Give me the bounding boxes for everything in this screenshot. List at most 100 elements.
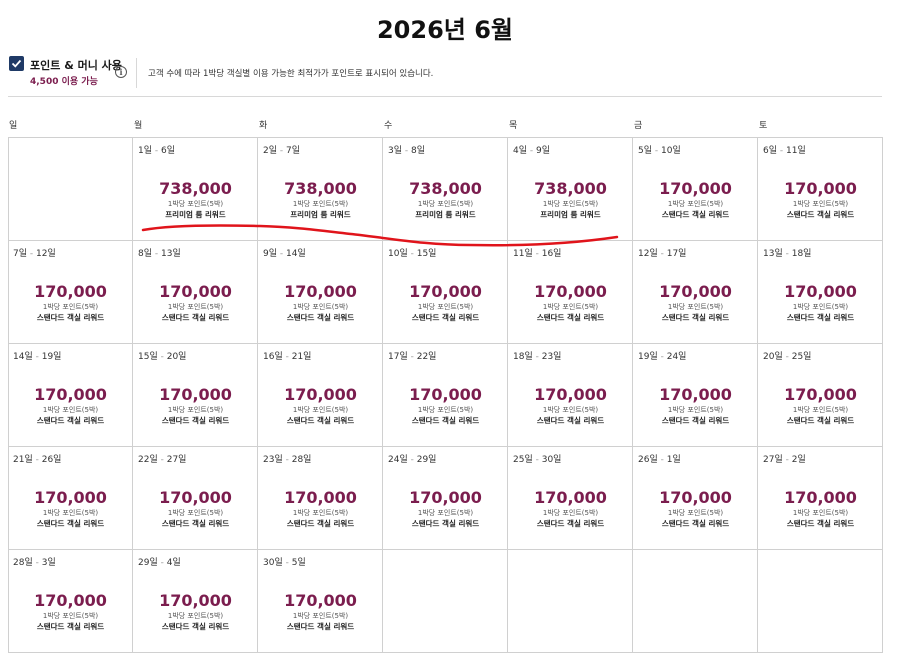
- date-separator: -: [407, 249, 417, 259]
- calendar-day-cell[interactable]: 19일 - 24일 170,000 1박당 포인트(5박) 스탠다드 객실 리워드: [633, 344, 758, 447]
- points-price: 170,000: [284, 385, 357, 404]
- date-separator: -: [657, 352, 667, 362]
- calendar-day-cell[interactable]: 28일 - 3일 170,000 1박당 포인트(5박) 스탠다드 객실 리워드: [8, 550, 133, 653]
- calendar-day-cell[interactable]: 20일 - 25일 170,000 1박당 포인트(5박) 스탠다드 객실 리워드: [758, 344, 883, 447]
- room-type: 스탠다드 객실 리워드: [36, 519, 105, 528]
- checkmark-icon: [11, 59, 22, 68]
- calendar-day-cell[interactable]: 13일 - 18일 170,000 1박당 포인트(5박) 스탠다드 객실 리워드: [758, 241, 883, 344]
- stay-dates: 14일 - 19일: [13, 349, 61, 362]
- calendar-day-cell[interactable]: 17일 - 22일 170,000 1박당 포인트(5박) 스탠다드 객실 리워드: [383, 344, 508, 447]
- date-separator: -: [657, 455, 667, 465]
- per-night-note: 1박당 포인트(5박): [167, 200, 224, 208]
- points-price: 170,000: [784, 179, 857, 198]
- per-night-note: 1박당 포인트(5박): [42, 612, 99, 620]
- points-money-label[interactable]: 포인트 & 머니 사용: [30, 59, 122, 72]
- stay-dates: 29일 - 4일: [138, 555, 181, 568]
- calendar-day-cell[interactable]: 2일 - 7일 738,000 1박당 포인트(5박) 프리미엄 룸 리워드: [258, 138, 383, 241]
- calendar-day-cell[interactable]: 12일 - 17일 170,000 1박당 포인트(5박) 스탠다드 객실 리워드: [633, 241, 758, 344]
- check-in-date: 8일: [138, 249, 153, 259]
- calendar-day-cell[interactable]: 29일 - 4일 170,000 1박당 포인트(5박) 스탠다드 객실 리워드: [133, 550, 258, 653]
- check-in-date: 11일: [513, 249, 533, 259]
- stay-dates: 17일 - 22일: [388, 349, 436, 362]
- room-type: 스탠다드 객실 리워드: [536, 416, 605, 425]
- calendar-day-cell[interactable]: 24일 - 29일 170,000 1박당 포인트(5박) 스탠다드 객실 리워드: [383, 447, 508, 550]
- room-type: 프리미엄 룸 리워드: [540, 210, 601, 219]
- check-out-date: 7일: [286, 146, 301, 156]
- weekday-label: 수: [384, 121, 393, 131]
- calendar-day-cell[interactable]: 5일 - 10일 170,000 1박당 포인트(5박) 스탠다드 객실 리워드: [633, 138, 758, 241]
- points-money-checkbox[interactable]: [9, 56, 24, 71]
- calendar-day-cell[interactable]: 8일 - 13일 170,000 1박당 포인트(5박) 스탠다드 객실 리워드: [133, 241, 258, 344]
- date-separator: -: [277, 146, 286, 156]
- date-separator: -: [157, 352, 167, 362]
- check-in-date: 12일: [638, 249, 658, 259]
- points-price: 170,000: [159, 591, 232, 610]
- stay-dates: 1일 - 6일: [138, 143, 175, 156]
- room-type: 스탠다드 객실 리워드: [286, 313, 355, 322]
- check-out-date: 22일: [416, 352, 437, 362]
- stay-dates: 4일 - 9일: [513, 143, 550, 156]
- calendar-day-cell[interactable]: 26일 - 1일 170,000 1박당 포인트(5박) 스탠다드 객실 리워드: [633, 447, 758, 550]
- per-night-note: 1박당 포인트(5박): [42, 303, 99, 311]
- calendar-day-cell[interactable]: 15일 - 20일 170,000 1박당 포인트(5박) 스탠다드 객실 리워드: [133, 344, 258, 447]
- calendar-day-cell[interactable]: 7일 - 12일 170,000 1박당 포인트(5박) 스탠다드 객실 리워드: [8, 241, 133, 344]
- per-night-note: 1박당 포인트(5박): [667, 509, 724, 517]
- empty-calendar-cell: [508, 550, 633, 653]
- stay-dates: 5일 - 10일: [638, 143, 681, 156]
- per-night-note: 1박당 포인트(5박): [292, 612, 349, 620]
- check-out-date: 16일: [541, 249, 562, 259]
- check-in-date: 3일: [388, 146, 403, 156]
- per-night-note: 1박당 포인트(5박): [417, 200, 474, 208]
- calendar-day-cell[interactable]: 10일 - 15일 170,000 1박당 포인트(5박) 스탠다드 객실 리워드: [383, 241, 508, 344]
- empty-calendar-cell: [758, 550, 883, 653]
- date-separator: -: [27, 249, 36, 259]
- room-type: 스탠다드 객실 리워드: [36, 416, 105, 425]
- check-in-date: 1일: [138, 146, 153, 156]
- points-price: 170,000: [659, 179, 732, 198]
- stay-dates: 22일 - 27일: [138, 452, 186, 465]
- check-out-date: 30일: [541, 455, 562, 465]
- check-out-date: 8일: [411, 146, 426, 156]
- weekday-label: 금: [634, 121, 643, 131]
- calendar-month-title: 2026년 6월: [376, 16, 513, 44]
- calendar-day-cell[interactable]: 11일 - 16일 170,000 1박당 포인트(5박) 스탠다드 객실 리워드: [508, 241, 633, 344]
- points-price: 170,000: [34, 591, 107, 610]
- calendar-day-cell[interactable]: 25일 - 30일 170,000 1박당 포인트(5박) 스탠다드 객실 리워드: [508, 447, 633, 550]
- info-icon[interactable]: i: [115, 66, 127, 78]
- check-in-date: 18일: [513, 352, 533, 362]
- calendar-day-cell[interactable]: 21일 - 26일 170,000 1박당 포인트(5박) 스탠다드 객실 리워드: [8, 447, 133, 550]
- stay-dates: 20일 - 25일: [763, 349, 811, 362]
- per-night-note: 1박당 포인트(5박): [792, 303, 849, 311]
- calendar-day-cell[interactable]: 1일 - 6일 738,000 1박당 포인트(5박) 프리미엄 룸 리워드: [133, 138, 258, 241]
- date-separator: -: [782, 455, 792, 465]
- points-price: 170,000: [409, 488, 482, 507]
- calendar-day-cell[interactable]: 16일 - 21일 170,000 1박당 포인트(5박) 스탠다드 객실 리워드: [258, 344, 383, 447]
- per-night-note: 1박당 포인트(5박): [417, 509, 474, 517]
- calendar-day-cell[interactable]: 6일 - 11일 170,000 1박당 포인트(5박) 스탠다드 객실 리워드: [758, 138, 883, 241]
- calendar-day-cell[interactable]: 27일 - 2일 170,000 1박당 포인트(5박) 스탠다드 객실 리워드: [758, 447, 883, 550]
- check-in-date: 26일: [638, 455, 658, 465]
- calendar-day-cell[interactable]: 30일 - 5일 170,000 1박당 포인트(5박) 스탠다드 객실 리워드: [258, 550, 383, 653]
- calendar-day-cell[interactable]: 23일 - 28일 170,000 1박당 포인트(5박) 스탠다드 객실 리워드: [258, 447, 383, 550]
- calendar-day-cell[interactable]: 4일 - 9일 738,000 1박당 포인트(5박) 프리미엄 룸 리워드: [508, 138, 633, 241]
- room-type: 스탠다드 객실 리워드: [286, 416, 355, 425]
- check-in-date: 9일: [263, 249, 278, 259]
- calendar-day-cell[interactable]: 22일 - 27일 170,000 1박당 포인트(5박) 스탠다드 객실 리워드: [133, 447, 258, 550]
- points-price: 170,000: [784, 282, 857, 301]
- per-night-note: 1박당 포인트(5박): [167, 509, 224, 517]
- calendar-day-cell[interactable]: 9일 - 14일 170,000 1박당 포인트(5박) 스탠다드 객실 리워드: [258, 241, 383, 344]
- calendar-day-cell[interactable]: 18일 - 23일 170,000 1박당 포인트(5박) 스탠다드 객실 리워드: [508, 344, 633, 447]
- stay-dates: 10일 - 15일: [388, 246, 436, 259]
- check-out-date: 18일: [791, 249, 812, 259]
- date-separator: -: [782, 352, 792, 362]
- calendar-day-cell[interactable]: 14일 - 19일 170,000 1박당 포인트(5박) 스탠다드 객실 리워드: [8, 344, 133, 447]
- room-type: 스탠다드 객실 리워드: [786, 210, 855, 219]
- check-out-date: 1일: [666, 455, 681, 465]
- check-in-date: 22일: [138, 455, 158, 465]
- room-type: 스탠다드 객실 리워드: [36, 313, 105, 322]
- check-out-date: 24일: [666, 352, 687, 362]
- stay-dates: 6일 - 11일: [763, 143, 806, 156]
- per-night-note: 1박당 포인트(5박): [792, 200, 849, 208]
- per-night-note: 1박당 포인트(5박): [417, 406, 474, 414]
- calendar-day-cell[interactable]: 3일 - 8일 738,000 1박당 포인트(5박) 프리미엄 룸 리워드: [383, 138, 508, 241]
